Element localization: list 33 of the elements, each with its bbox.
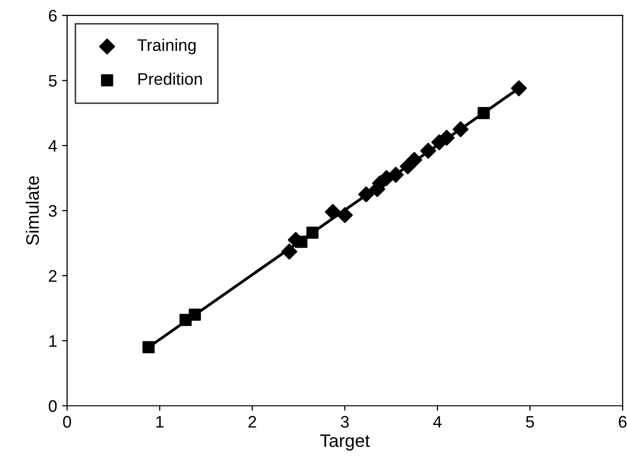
x-tick-label: 6: [618, 416, 627, 428]
legend-label: Predition: [138, 72, 202, 85]
x-tick-label: 4: [433, 416, 442, 428]
x-tick-label: 1: [156, 416, 164, 428]
y-tick-label: 6: [48, 10, 57, 22]
point: [388, 166, 404, 183]
point: [281, 244, 298, 260]
y-axis-title: Simulate: [26, 176, 39, 245]
point: [452, 121, 469, 138]
y-tick-label: 3: [48, 205, 57, 217]
point: [478, 106, 490, 120]
point: [420, 142, 436, 159]
x-tick-label: 0: [63, 416, 72, 428]
x-tick-label: 3: [340, 416, 349, 428]
point: [306, 226, 319, 239]
point: [510, 80, 527, 96]
x-tick-label: 5: [526, 416, 534, 428]
x-axis-title: Target: [320, 434, 370, 451]
point: [324, 204, 341, 220]
y-tick-label: 2: [48, 270, 57, 282]
y-tick-label: 1: [49, 335, 57, 347]
y-tick-label: 4: [48, 140, 57, 152]
point: [406, 152, 422, 168]
x-tick-label: 2: [248, 416, 256, 428]
point: [188, 308, 201, 321]
point: [336, 207, 353, 224]
y-tick-label: 5: [48, 75, 57, 87]
y-tick-label: 0: [48, 400, 57, 412]
legend-label: Training: [137, 38, 196, 54]
point: [142, 341, 155, 354]
point: [358, 186, 374, 202]
point: [295, 236, 308, 248]
point: [438, 130, 455, 146]
